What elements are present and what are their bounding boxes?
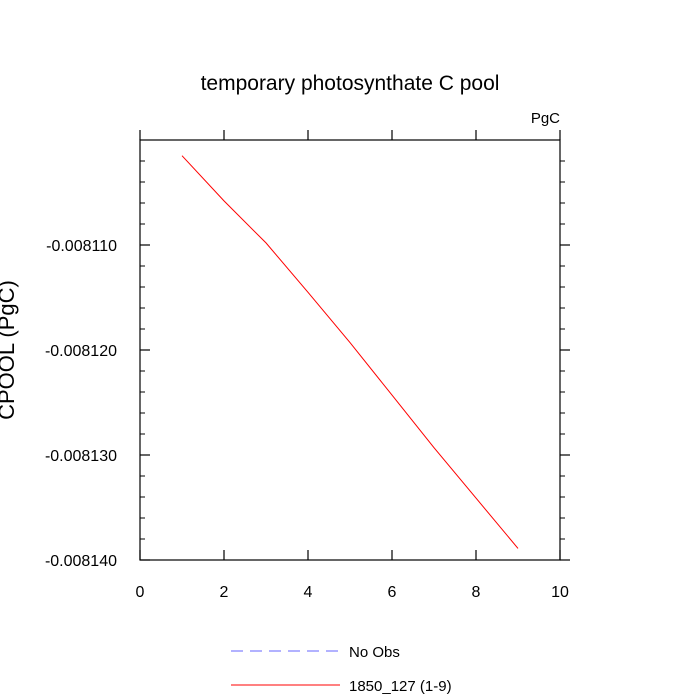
x-tick-label: 0	[136, 584, 145, 601]
y-tick-label: -0.008130	[45, 448, 117, 465]
x-tick-label: 10	[551, 584, 569, 601]
chart-title: temporary photosynthate C pool	[201, 72, 500, 95]
x-tick-label: 6	[388, 584, 397, 601]
series-line	[181, 155, 519, 549]
plot-frame	[139, 139, 561, 561]
y-tick-label: -0.008140	[45, 553, 117, 570]
x-tick-label: 4	[304, 584, 313, 601]
x-tick-label: 8	[472, 584, 481, 601]
series-group	[181, 155, 519, 549]
units-label: PgC	[531, 110, 560, 127]
x-tick-label: 2	[220, 584, 229, 601]
axis-ticks	[139, 130, 570, 561]
y-tick-label: -0.008120	[45, 343, 117, 360]
x-tick-labels: 0 2 4 6 8 10	[136, 584, 569, 601]
legend-label-no-obs: No Obs	[349, 644, 400, 661]
y-tick-labels: -0.008110 -0.008120 -0.008130 -0.008140	[45, 238, 117, 570]
y-tick-label: -0.008110	[46, 238, 117, 255]
legend-label-series: 1850_127 (1-9)	[349, 678, 452, 695]
y-axis-label: CPOOL (PgC)	[0, 280, 19, 420]
legend: No Obs 1850_127 (1-9)	[231, 644, 452, 695]
